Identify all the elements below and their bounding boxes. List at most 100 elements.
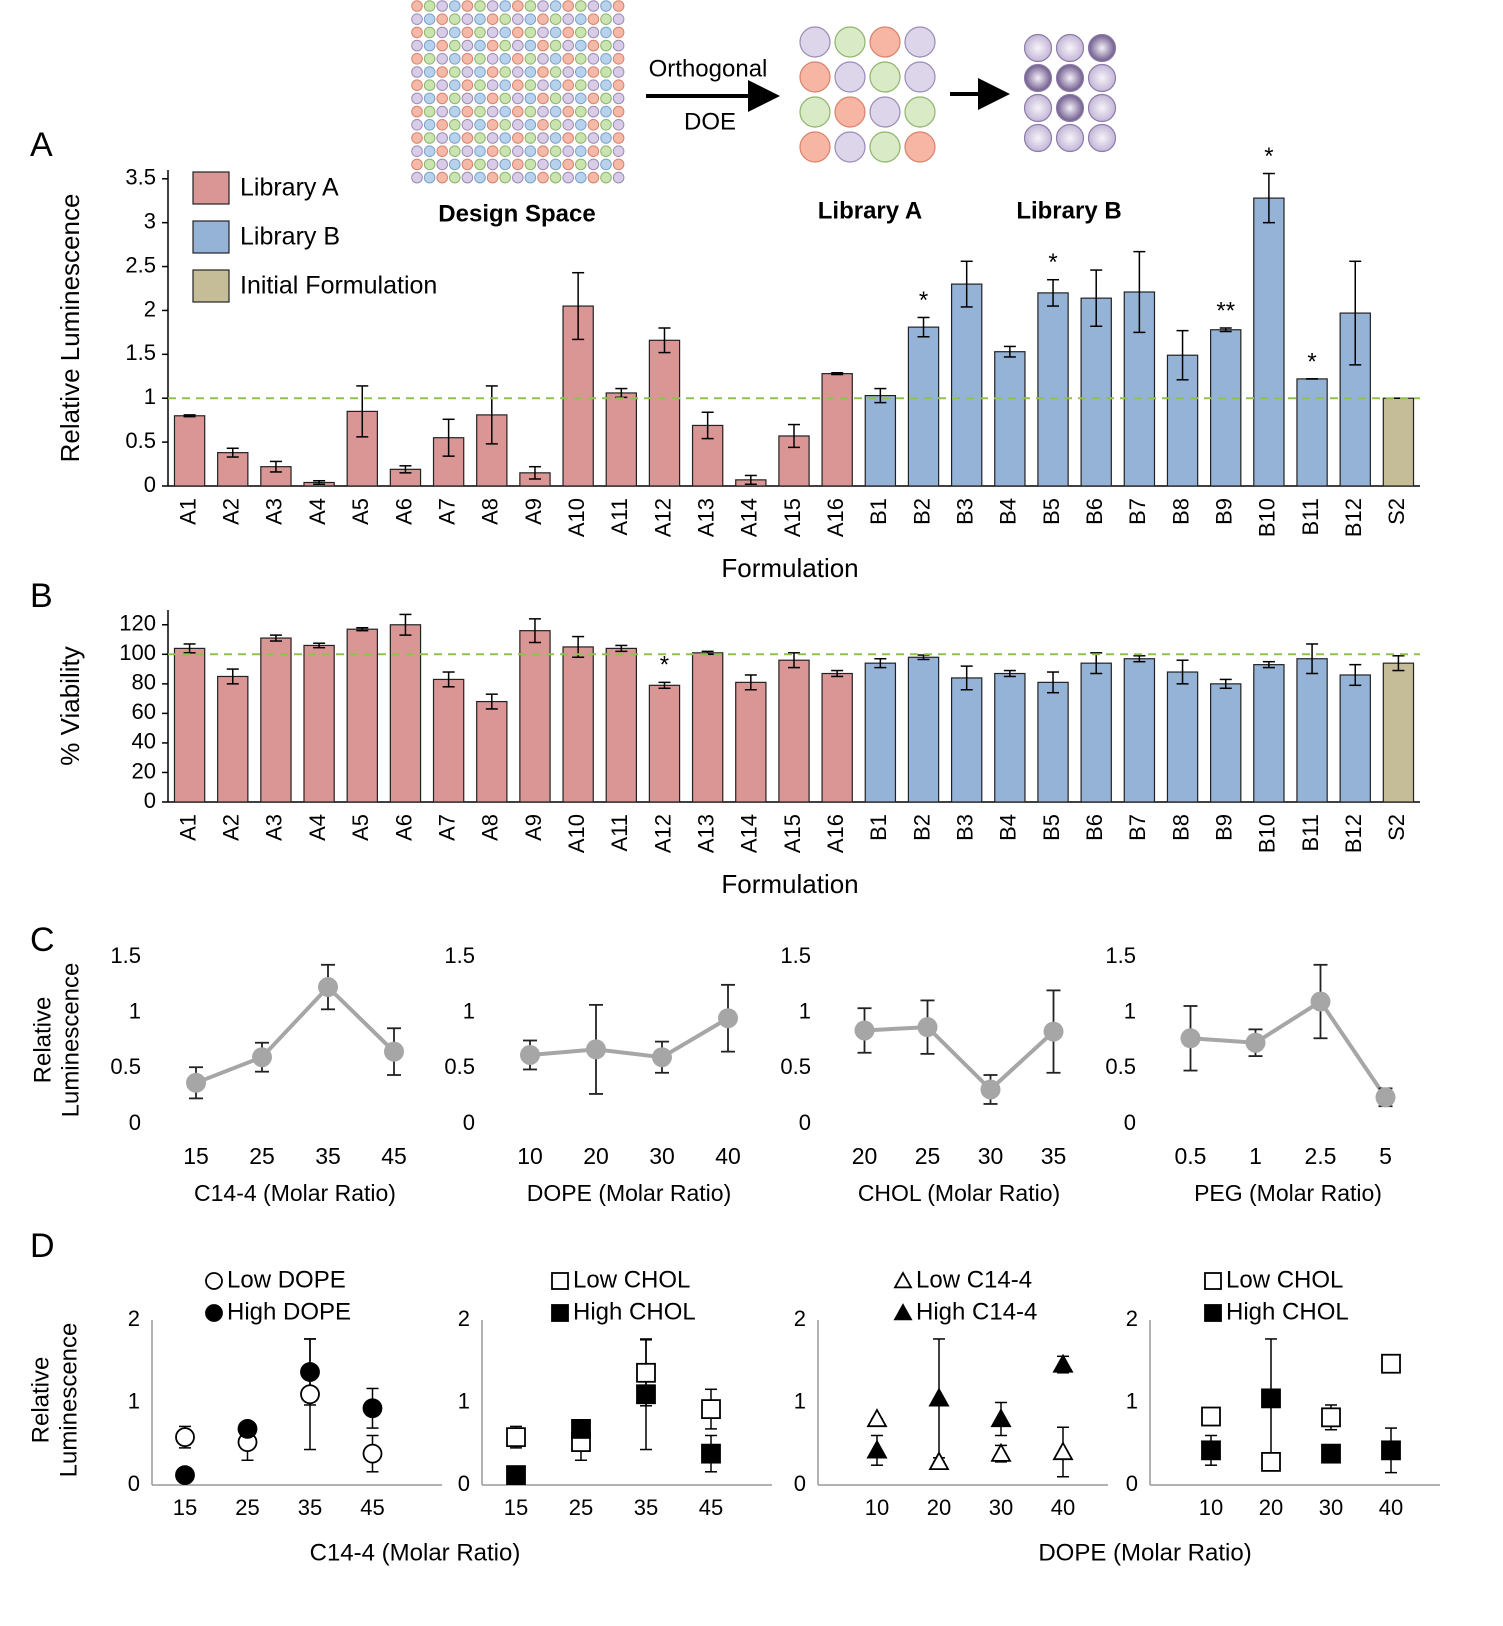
x-tick-label: 20 <box>852 1143 878 1169</box>
point <box>990 1408 1012 1428</box>
y-axis-label: Relative <box>29 997 56 1084</box>
design-dot <box>411 92 423 105</box>
x-tick-label: A4 <box>305 814 330 841</box>
x-tick-label: B8 <box>1168 498 1193 525</box>
y-axis-label: Luminescence <box>57 963 84 1118</box>
bar <box>907 656 940 803</box>
series-line <box>864 1025 1055 1093</box>
bar <box>1210 683 1242 803</box>
design-dot <box>411 132 423 144</box>
x-tick-label: A12 <box>650 498 675 537</box>
bar <box>173 647 206 803</box>
design-dot <box>575 13 587 26</box>
library-a-dot <box>869 61 901 93</box>
point <box>1201 1440 1221 1461</box>
design-dot <box>461 53 474 65</box>
x-tick-label: B2 <box>909 498 934 525</box>
bar <box>605 647 638 803</box>
design-dot <box>461 132 474 144</box>
bar <box>217 675 249 803</box>
library-b-dot <box>1055 63 1085 93</box>
design-dot <box>436 66 449 78</box>
design-dot <box>600 39 612 52</box>
design-dot <box>436 92 449 105</box>
design-dot <box>562 13 575 26</box>
bar <box>519 630 551 803</box>
design-dot <box>512 66 524 78</box>
design-dot <box>512 119 524 131</box>
design-dot <box>411 119 423 131</box>
design-dot <box>549 105 562 118</box>
design-dot <box>423 13 436 26</box>
design-dot <box>512 79 524 91</box>
design-dot <box>474 66 486 78</box>
design-dot <box>575 39 587 52</box>
design-dot <box>411 0 423 12</box>
bar <box>1382 662 1415 803</box>
design-dot <box>486 66 499 78</box>
x-tick-label: A7 <box>434 814 459 841</box>
x-tick-label: A10 <box>564 814 589 853</box>
bar <box>562 646 594 803</box>
design-dot <box>499 79 512 91</box>
design-dot <box>612 0 625 12</box>
design-dot <box>587 66 600 78</box>
x-tick-label: A13 <box>693 814 718 853</box>
design-dot <box>436 119 449 131</box>
x-tick-label: A16 <box>823 498 848 537</box>
y-tick-label: 60 <box>132 699 156 724</box>
design-dot <box>549 26 562 39</box>
library-a-dot <box>904 96 936 128</box>
design-dot <box>411 105 423 118</box>
y-tick-label: 0 <box>1124 1110 1136 1135</box>
y-tick-label: 1 <box>144 384 156 409</box>
design-dot <box>612 79 625 91</box>
design-dot <box>562 119 575 131</box>
design-dot <box>537 119 549 131</box>
x-tick-label: 10 <box>517 1143 543 1169</box>
design-dot <box>449 53 461 65</box>
legend-label: High CHOL <box>573 1298 696 1325</box>
design-dot <box>499 13 512 26</box>
design-dot <box>486 158 499 171</box>
legend-swatch <box>192 171 230 205</box>
design-dot <box>436 13 449 26</box>
design-dot <box>575 92 587 105</box>
x-tick-label: B11 <box>1298 814 1323 852</box>
design-dot <box>449 158 461 171</box>
x-tick-label: 20 <box>927 1495 951 1520</box>
design-dot <box>449 119 461 131</box>
design-dot <box>562 158 575 171</box>
bar <box>1253 664 1285 803</box>
design-dot <box>486 119 499 131</box>
x-tick-label: A11 <box>607 814 632 852</box>
design-dot <box>411 158 423 171</box>
point <box>1310 991 1331 1012</box>
design-dot <box>499 26 512 39</box>
y-tick-label: 0 <box>128 1471 140 1496</box>
x-tick-label: 30 <box>1319 1495 1343 1520</box>
design-dot <box>411 145 423 157</box>
x-tick-label: A5 <box>348 498 373 525</box>
x-tick-label: 30 <box>649 1143 675 1169</box>
panel-label: A <box>30 126 53 164</box>
design-dot <box>512 26 524 39</box>
design-dot <box>512 53 524 65</box>
design-dot <box>449 92 461 105</box>
point <box>1261 1388 1281 1409</box>
design-dot <box>600 145 612 157</box>
x-tick-label: B7 <box>1125 814 1150 841</box>
design-dot <box>436 26 449 39</box>
design-dot <box>449 79 461 91</box>
panel-label: D <box>30 1227 55 1265</box>
library-a-dot <box>904 26 936 58</box>
design-dot <box>612 53 625 65</box>
library-b-dot <box>1023 33 1053 63</box>
design-dot <box>600 53 612 65</box>
legend-swatch <box>192 269 230 303</box>
design-dot <box>524 66 537 78</box>
library-a-dot <box>869 131 901 163</box>
point <box>520 1044 540 1065</box>
design-dot <box>549 53 562 65</box>
design-dot <box>537 158 549 171</box>
